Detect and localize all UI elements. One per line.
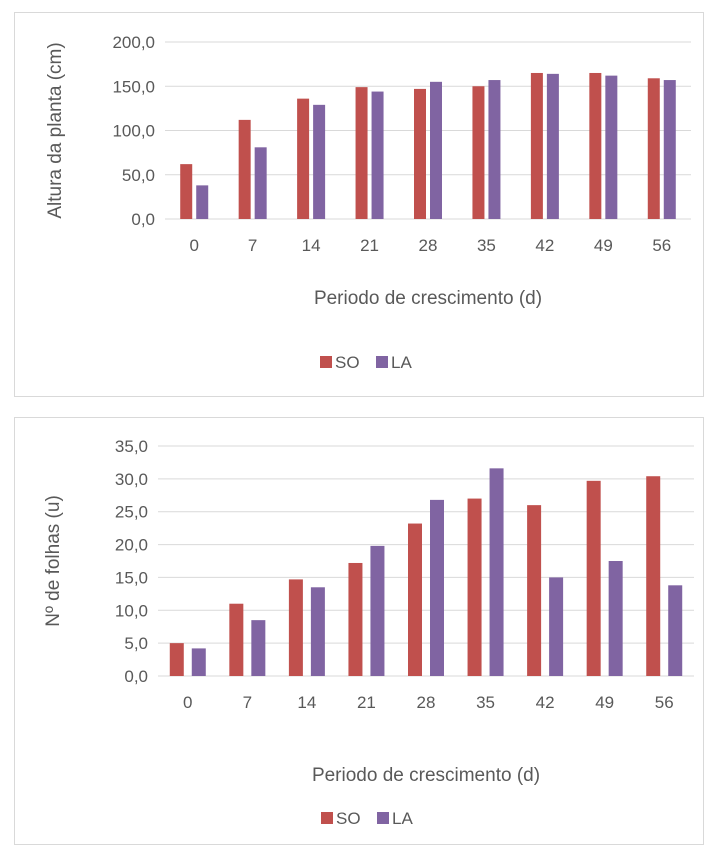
- bar-la: [549, 577, 564, 676]
- y-tick-label: 10,0: [115, 601, 148, 620]
- y-tick-label: 15,0: [115, 568, 148, 587]
- x-tick-label: 35: [477, 236, 496, 255]
- bar-so: [414, 88, 426, 219]
- legend-swatch-so: [320, 356, 332, 368]
- bar-la: [371, 91, 384, 219]
- bar-la: [251, 620, 266, 676]
- bar-so: [229, 603, 244, 676]
- bar-so: [586, 480, 601, 676]
- y-tick-label: 50,0: [122, 166, 155, 185]
- chart-leaf-count: 0,0 5,0 10,0 15,0 20,0 25,0 30,0 35,0 0 7 14 21 28 35…: [43, 437, 694, 828]
- x-tick-label: 28: [417, 693, 436, 712]
- x-axis-title: Periodo de crescimento (d): [312, 765, 540, 786]
- y-tick-label: 0,0: [124, 667, 148, 686]
- legend-label-so: SO: [335, 353, 360, 372]
- bar-la: [605, 75, 618, 219]
- bar-la: [668, 585, 683, 676]
- bar-so: [527, 505, 542, 676]
- y-tick-label: 100,0: [112, 122, 155, 141]
- legend-swatch-la: [376, 356, 388, 368]
- x-tick-label: 49: [595, 693, 614, 712]
- y-tick-label: 35,0: [115, 437, 148, 456]
- bar-la: [430, 499, 444, 676]
- x-tick-label: 42: [535, 236, 554, 255]
- x-tick-label: 0: [189, 236, 198, 255]
- x-tick-label: 14: [297, 693, 316, 712]
- x-tick-label: 35: [476, 693, 495, 712]
- x-tick-label: 21: [360, 236, 379, 255]
- y-axis-title: Altura da planta (cm): [45, 42, 66, 218]
- x-tick-label: 49: [594, 236, 613, 255]
- legend-label-la: LA: [391, 353, 412, 372]
- bar-so: [472, 86, 485, 219]
- y-tick-label: 200,0: [112, 33, 155, 52]
- y-tick-label: 150,0: [112, 77, 155, 96]
- x-tick-label: 7: [248, 236, 257, 255]
- bar-la: [608, 561, 623, 676]
- legend-swatch-la: [377, 812, 389, 824]
- x-tick-label: 0: [183, 693, 192, 712]
- bar-so: [169, 643, 184, 676]
- x-tick-label: 42: [536, 693, 555, 712]
- legend-swatch-so: [321, 812, 333, 824]
- bar-so: [348, 562, 363, 676]
- x-tick-label: 56: [652, 236, 671, 255]
- chart-plant-height: 0,0 50,0 100,0 150,0 200,0 0 7 14 21 28 35 42 49 56 Pe…: [45, 33, 691, 372]
- bar-so: [408, 523, 422, 676]
- bar-la: [489, 468, 504, 676]
- legend-label-so: SO: [336, 809, 361, 828]
- bar-so: [355, 87, 368, 219]
- x-tick-label: 21: [357, 693, 376, 712]
- y-tick-label: 30,0: [115, 470, 148, 489]
- bar-so: [238, 119, 251, 219]
- chart-panel-leaf-count: 0,0 5,0 10,0 15,0 20,0 25,0 30,0 35,0 0 7 14 21 28 35…: [14, 417, 704, 845]
- bar-la: [313, 104, 326, 219]
- legend-label-la: LA: [392, 809, 413, 828]
- bar-so: [180, 164, 193, 219]
- bar-so: [647, 78, 660, 219]
- x-tick-label: 14: [302, 236, 321, 255]
- bar-la: [488, 80, 501, 220]
- y-tick-label: 25,0: [115, 503, 148, 522]
- x-tick-label: 7: [243, 693, 252, 712]
- bar-la: [663, 80, 676, 220]
- y-tick-label: 5,0: [124, 634, 148, 653]
- bar-so: [288, 579, 303, 676]
- bar-so: [646, 476, 661, 676]
- y-tick-label: 20,0: [115, 536, 148, 555]
- x-tick-label: 56: [655, 693, 674, 712]
- bar-so: [530, 72, 543, 219]
- x-axis-title: Periodo de crescimento (d): [314, 288, 542, 309]
- bar-so: [297, 98, 310, 219]
- bar-so: [589, 72, 602, 219]
- bar-la: [254, 147, 267, 219]
- bar-la: [196, 185, 209, 219]
- bar-so: [467, 498, 482, 676]
- chart-panel-plant-height: 0,0 50,0 100,0 150,0 200,0 0 7 14 21 28 35 42 49 56 Pe…: [14, 12, 704, 397]
- bar-la: [310, 587, 325, 676]
- bar-la: [370, 545, 385, 676]
- y-axis-title: Nº de folhas (u): [43, 495, 64, 627]
- bar-la: [430, 81, 442, 219]
- y-tick-label: 0,0: [131, 210, 155, 229]
- x-tick-label: 28: [419, 236, 438, 255]
- bar-la: [191, 648, 206, 676]
- bar-la: [546, 73, 559, 219]
